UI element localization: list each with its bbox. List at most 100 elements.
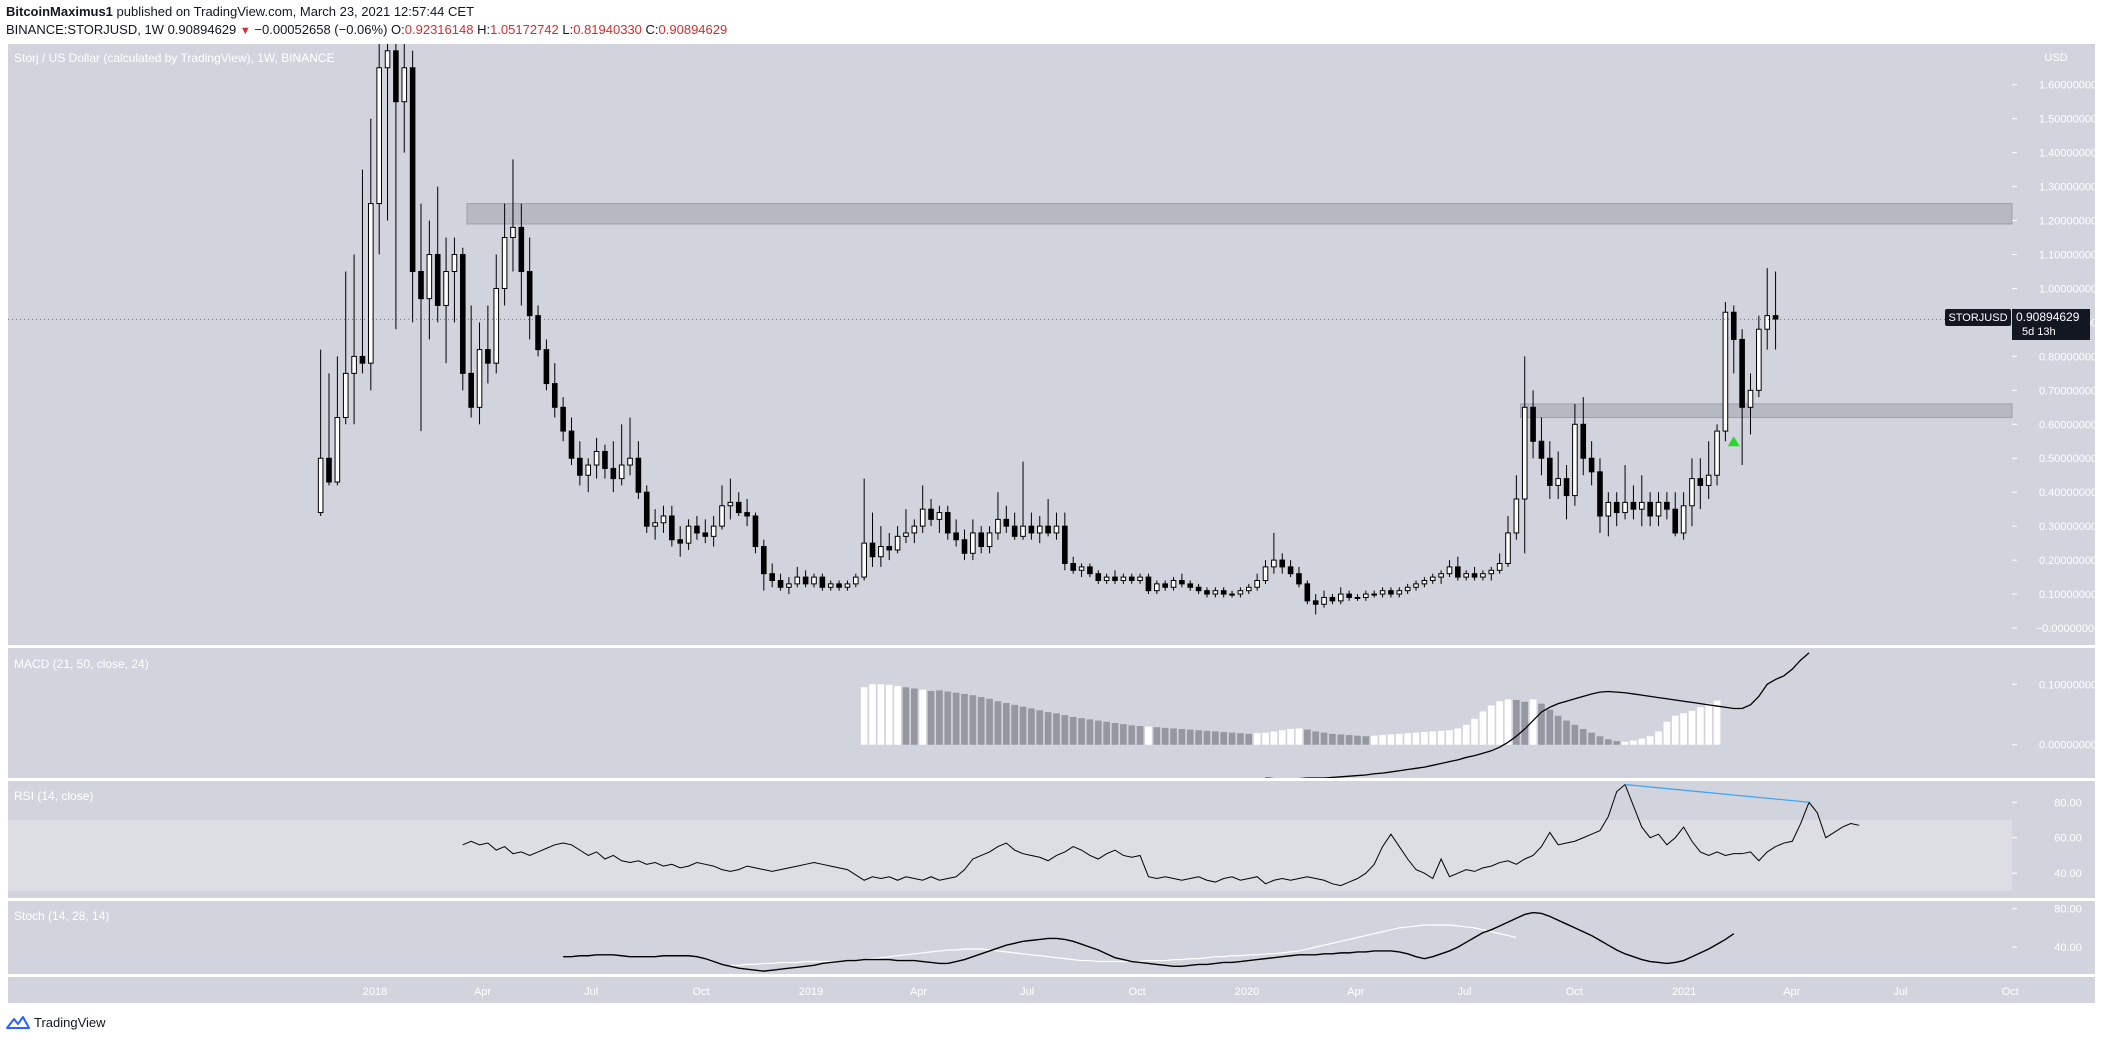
x-tick-label: Apr [474, 986, 491, 998]
macd-histogram-bar [936, 690, 943, 745]
author-name[interactable]: BitcoinMaximus1 [6, 4, 113, 19]
candle-body [1471, 573, 1478, 578]
main-pane-bg [8, 44, 2012, 645]
price-y-tick: 0.40000000 [2039, 487, 2097, 499]
candle-body [1756, 328, 1762, 391]
price-y-tick: 0.30000000 [2039, 521, 2097, 533]
macd-y-tick: 0.10000000 [2039, 679, 2097, 691]
macd-histogram-bar [1086, 719, 1094, 745]
candle-body [1513, 498, 1520, 534]
candle-body [359, 355, 366, 364]
macd-histogram-bar [1554, 715, 1562, 745]
close-value: 0.90894629 [658, 22, 728, 37]
candle-body [643, 491, 650, 527]
candle-body [1463, 573, 1469, 578]
candle-body [1036, 525, 1043, 534]
macd-histogram-bar [1253, 733, 1261, 745]
macd-histogram-bar [1136, 726, 1144, 745]
candle-body [1421, 579, 1428, 585]
macd-histogram-bar [1563, 720, 1570, 745]
candle-body [459, 254, 466, 374]
candle-body [1187, 583, 1194, 588]
resistance-zones [466, 203, 2013, 419]
candle-body [1572, 423, 1578, 497]
price-y-tick: 0.50000000 [2039, 453, 2097, 465]
price-y-tick: 0.70000000 [2039, 385, 2097, 397]
macd-histogram-bar [1103, 721, 1110, 745]
macd-histogram-bar [1487, 705, 1495, 745]
close-label: C: [645, 22, 659, 37]
candle-body [317, 457, 324, 514]
candle-body [1521, 406, 1528, 500]
chart-header: BitcoinMaximus1 published on TradingView… [0, 0, 2107, 42]
macd-histogram-bar [1203, 730, 1211, 745]
macd-histogram-bar [1404, 733, 1412, 745]
candle-body [1128, 576, 1135, 581]
candle-body [443, 270, 449, 306]
candle-body [777, 579, 784, 588]
macd-histogram-bar [1613, 741, 1621, 745]
price-tag-bg [2012, 309, 2090, 340]
price-y-tick: 1.50000000 [2039, 114, 2097, 126]
candle-body [334, 417, 341, 483]
macd-histogram-bar [1178, 729, 1186, 745]
macd-histogram-bar [1078, 718, 1085, 745]
macd-histogram-bar [1538, 703, 1545, 745]
candle-body [1488, 569, 1495, 575]
macd-histogram-bar [1362, 736, 1370, 745]
macd-histogram-bar [1655, 731, 1662, 745]
candle-body [1279, 559, 1286, 568]
candle-body [1772, 315, 1779, 320]
macd-histogram-bar [1329, 733, 1336, 745]
candle-body [1363, 593, 1369, 598]
candle-body [1429, 576, 1436, 581]
candle-body [652, 522, 658, 527]
macd-title: MACD (21, 50, close, 24) [14, 657, 149, 671]
macd-line [1265, 652, 1810, 780]
candle-body [685, 525, 692, 544]
low-value: 0.81940330 [573, 22, 642, 37]
macd-histogram-bar [1387, 734, 1395, 745]
candle-body [342, 372, 349, 419]
high-value: 1.05172742 [490, 22, 559, 37]
candle-body [786, 583, 792, 588]
candle-body [1638, 501, 1645, 510]
candle-body [1496, 563, 1503, 571]
candle-body [1689, 478, 1695, 507]
macd-histogram-bar [1153, 727, 1161, 745]
macd-histogram-bar [1496, 701, 1503, 745]
candle-body [978, 532, 985, 548]
candle-body [1413, 583, 1419, 588]
chart-area[interactable]: 1.60000000 1.50000000 1.40000000 1.30000000… [0, 42, 2107, 1008]
stoch-series [563, 911, 1735, 972]
x-tick-label: 2021 [1672, 986, 1696, 998]
macd-histogram-bar [1688, 710, 1696, 745]
macd-histogram-bar [1379, 735, 1386, 745]
candle-body [1404, 586, 1411, 592]
x-tick-label: Apr [1783, 986, 1800, 998]
candle-body [794, 576, 801, 585]
candle-body [852, 576, 859, 585]
macd-histogram-bar [877, 684, 885, 745]
macd-histogram-bar [1471, 718, 1478, 745]
macd-histogram-bar [1128, 725, 1136, 745]
open-value: 0.92316148 [404, 22, 474, 37]
axes: 1.60000000 1.50000000 1.40000000 1.30000000… [8, 80, 2100, 998]
macd-histogram-bar [1195, 730, 1202, 745]
tradingview-logo-icon[interactable] [6, 1014, 30, 1030]
candle-body [886, 546, 893, 551]
candle-body [727, 501, 734, 507]
candle-body [560, 406, 566, 432]
candle-body [493, 287, 500, 364]
symbol-line: BINANCE:STORJUSD, 1W 0.90894629 ▼ −0.000… [6, 22, 727, 37]
low-label: L: [562, 22, 574, 37]
time-axis-bg [8, 977, 2095, 1003]
tradingview-brand[interactable]: TradingView [34, 1015, 106, 1030]
candle-body [326, 457, 332, 483]
candle-body [1480, 573, 1486, 578]
macd-histogram-bar [1186, 729, 1194, 745]
candle-body [1714, 430, 1720, 476]
macd-histogram-bar [1245, 733, 1253, 745]
macd-histogram-bar [1262, 732, 1269, 745]
stoch-k-line [563, 911, 1735, 972]
